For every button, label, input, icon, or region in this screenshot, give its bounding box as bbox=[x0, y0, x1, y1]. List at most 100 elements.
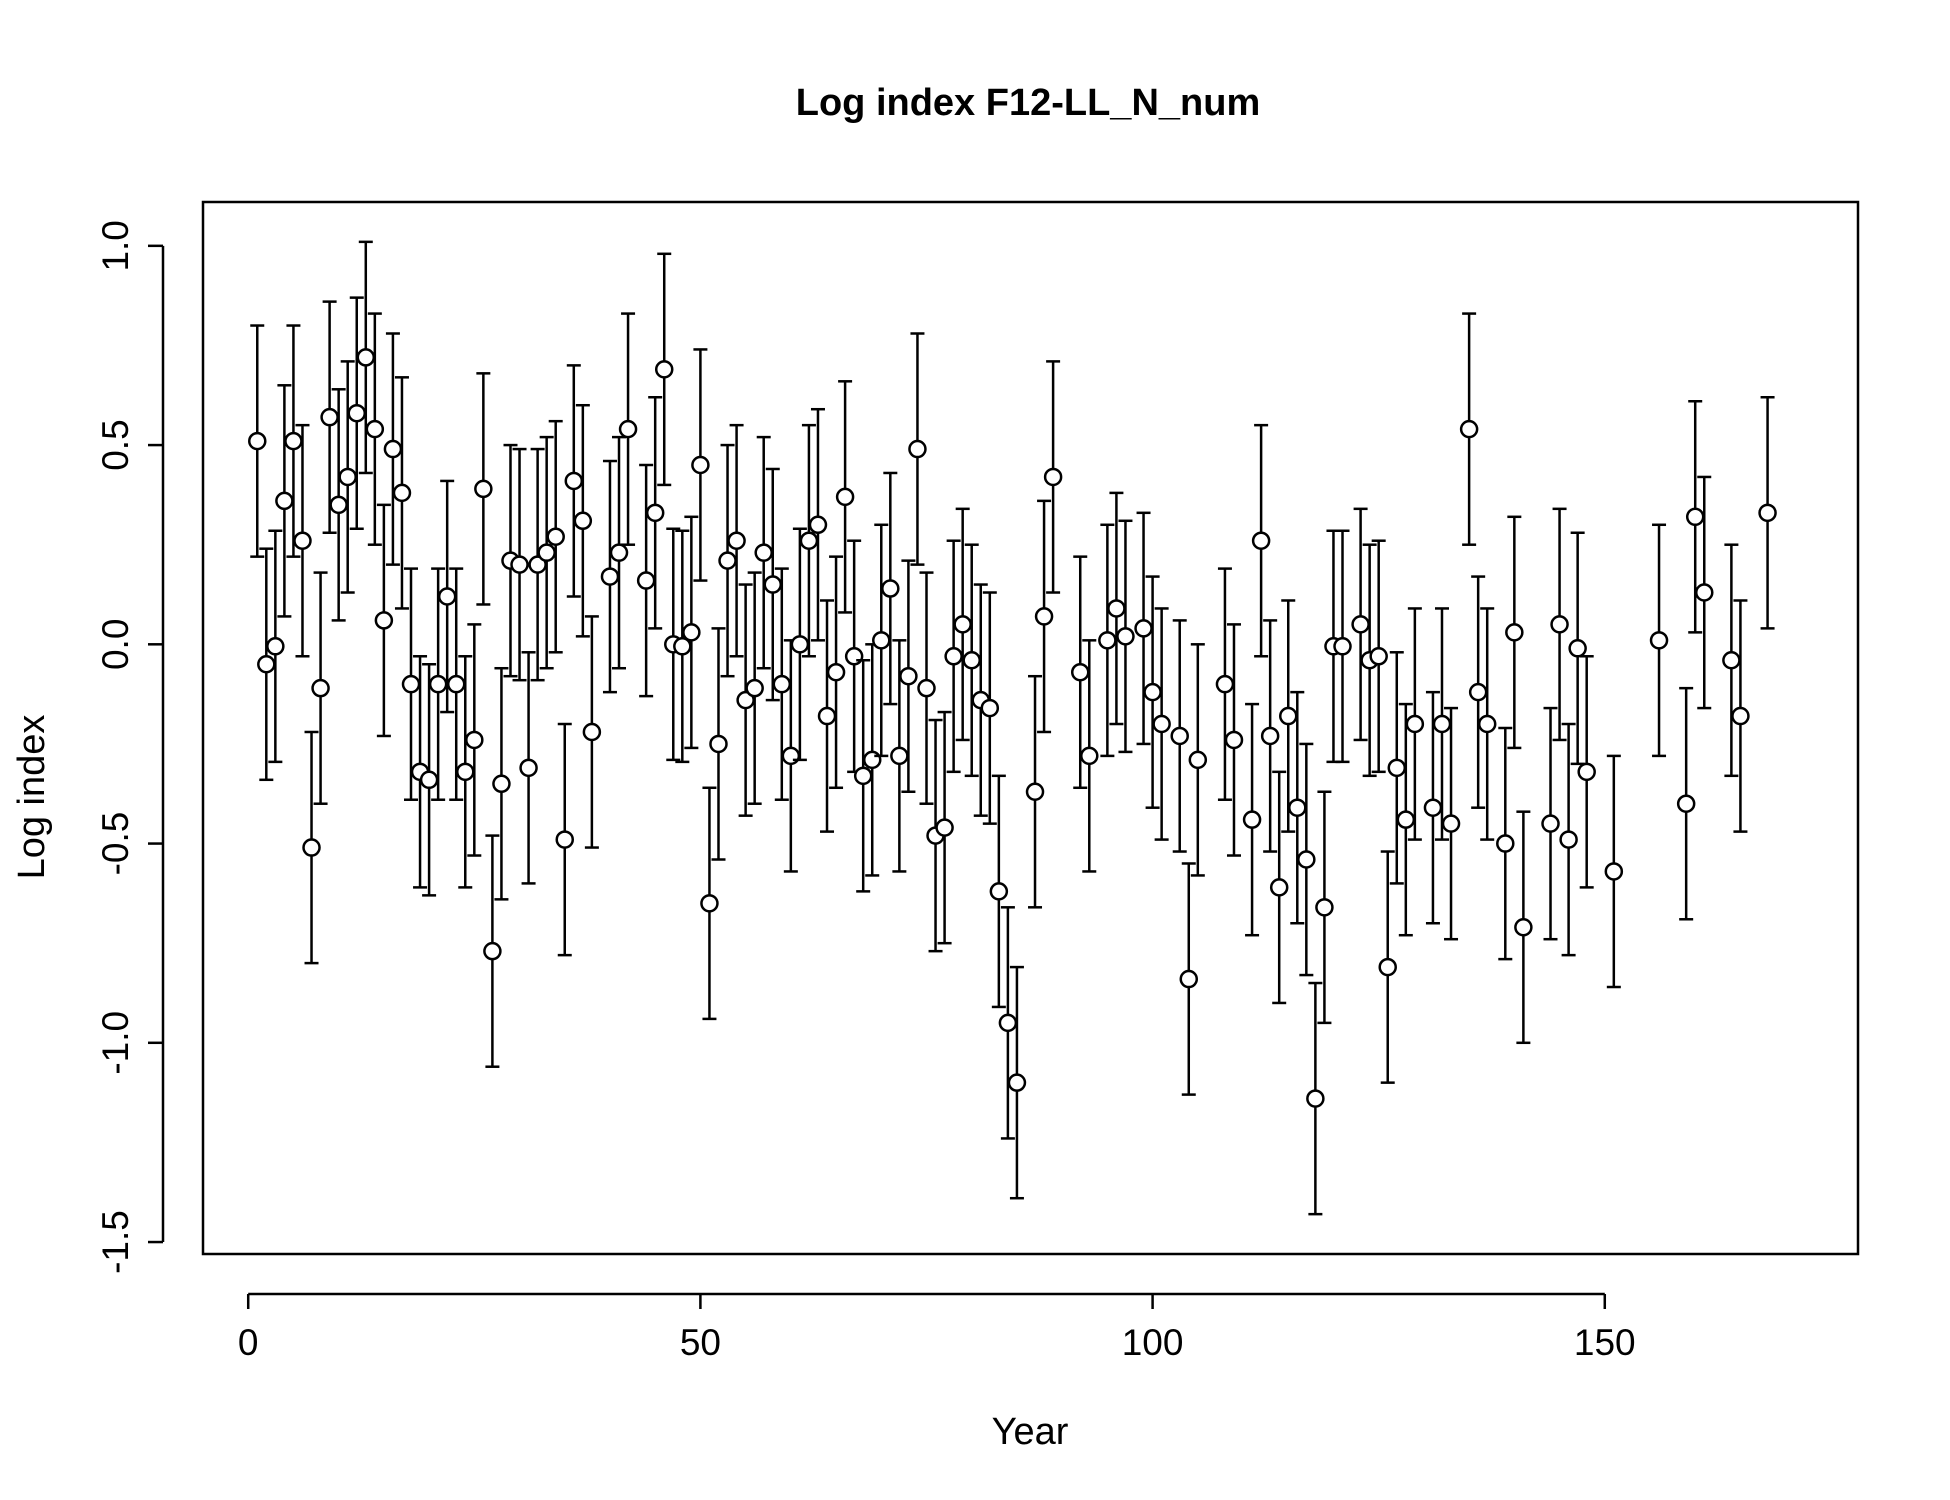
data-point-group bbox=[302, 730, 321, 965]
data-point bbox=[311, 678, 330, 698]
data-point bbox=[844, 647, 864, 666]
data-point bbox=[754, 543, 773, 562]
data-point bbox=[1306, 1089, 1325, 1108]
data-point-group bbox=[917, 571, 936, 805]
data-point bbox=[808, 515, 828, 535]
data-point bbox=[609, 543, 629, 562]
data-point bbox=[1496, 834, 1515, 853]
data-point bbox=[1224, 730, 1244, 750]
data-point-group bbox=[1378, 850, 1397, 1084]
data-point-group bbox=[275, 384, 294, 618]
data-point bbox=[790, 635, 810, 654]
data-point-group bbox=[419, 662, 439, 897]
data-point-group bbox=[1152, 607, 1171, 841]
data-point bbox=[1034, 607, 1054, 626]
data-point-group bbox=[1360, 543, 1379, 778]
data-point bbox=[456, 762, 475, 782]
data-point-group bbox=[347, 296, 366, 531]
data-point-group bbox=[1224, 623, 1244, 857]
data-point-group bbox=[1297, 742, 1316, 977]
data-point bbox=[437, 587, 457, 606]
data-point bbox=[862, 750, 882, 770]
data-point bbox=[266, 637, 285, 656]
data-point bbox=[474, 479, 493, 499]
data-point bbox=[899, 666, 918, 686]
data-point bbox=[881, 579, 900, 598]
y-tick-label: -1.0 bbox=[95, 1011, 136, 1075]
data-point bbox=[338, 467, 357, 487]
data-point bbox=[1152, 714, 1171, 734]
data-point-group bbox=[483, 834, 502, 1068]
data-point bbox=[718, 551, 737, 570]
data-point bbox=[564, 471, 584, 491]
data-point-group bbox=[1676, 686, 1696, 921]
axes: 0 50 100 150 -1.5 -1.0 -0.5 0.0 0.5 1.0 bbox=[95, 220, 1636, 1363]
data-point bbox=[1685, 507, 1705, 527]
data-point bbox=[1080, 746, 1099, 766]
y-axis-label: Log index bbox=[11, 715, 53, 880]
data-point bbox=[1649, 631, 1669, 650]
data-point-group bbox=[682, 515, 701, 750]
data-point-group bbox=[1333, 529, 1352, 764]
data-point-group bbox=[718, 443, 737, 678]
data-point-group bbox=[1034, 499, 1054, 734]
data-point-group bbox=[1758, 396, 1777, 630]
data-point-group bbox=[311, 571, 330, 805]
data-point bbox=[700, 894, 719, 913]
data-point bbox=[1025, 782, 1045, 802]
data-point bbox=[401, 674, 421, 694]
data-point bbox=[1468, 682, 1488, 702]
data-point-group bbox=[1143, 575, 1162, 809]
data-point-group bbox=[248, 324, 267, 558]
data-point bbox=[1043, 467, 1063, 487]
data-point-group bbox=[944, 539, 963, 774]
data-point bbox=[1215, 674, 1235, 694]
chart-title: Log index F12-LL_N_num bbox=[796, 82, 1260, 124]
data-point bbox=[745, 678, 764, 698]
data-point bbox=[1577, 762, 1596, 782]
data-point bbox=[284, 431, 303, 451]
data-point bbox=[1722, 651, 1741, 670]
data-point bbox=[1242, 810, 1262, 829]
data-point-group bbox=[573, 403, 593, 638]
data-point bbox=[917, 678, 936, 698]
data-point bbox=[1107, 599, 1126, 618]
data-point bbox=[320, 407, 339, 427]
data-point-group bbox=[618, 312, 638, 546]
data-point bbox=[998, 1013, 1018, 1033]
x-axis-label: Year bbox=[992, 1411, 1069, 1453]
data-point bbox=[1550, 615, 1569, 634]
data-point-group bbox=[1695, 475, 1714, 710]
x-tick-label: 150 bbox=[1574, 1322, 1636, 1363]
data-point-group bbox=[1306, 981, 1325, 1216]
data-point-group bbox=[1080, 639, 1099, 873]
data-point-group bbox=[374, 503, 394, 738]
data-point-group bbox=[546, 419, 565, 654]
data-point bbox=[1260, 726, 1280, 746]
data-point bbox=[654, 360, 674, 379]
data-point bbox=[573, 511, 593, 531]
data-point bbox=[763, 575, 783, 594]
x-tick-label: 0 bbox=[238, 1322, 259, 1363]
data-point bbox=[392, 483, 412, 503]
data-point bbox=[1251, 531, 1271, 550]
data-point-group bbox=[700, 786, 719, 1021]
data-point-group bbox=[1405, 607, 1425, 841]
data-point-group bbox=[1278, 599, 1298, 833]
data-point bbox=[618, 419, 638, 439]
data-point-group bbox=[754, 435, 773, 670]
data-point bbox=[537, 543, 556, 562]
data-point bbox=[1559, 830, 1578, 849]
data-point-group bbox=[446, 567, 466, 801]
data-point bbox=[944, 647, 963, 666]
data-point-group bbox=[645, 396, 665, 630]
data-point-group bbox=[1007, 965, 1027, 1200]
y-tick-label: -1.5 bbox=[95, 1210, 136, 1274]
data-point bbox=[1378, 957, 1397, 977]
data-point bbox=[257, 654, 276, 674]
y-tick-label: 1.0 bbox=[95, 220, 136, 271]
y-tick-label: 0.0 bbox=[95, 619, 136, 670]
data-point bbox=[980, 698, 1000, 718]
data-point-group bbox=[510, 447, 529, 682]
